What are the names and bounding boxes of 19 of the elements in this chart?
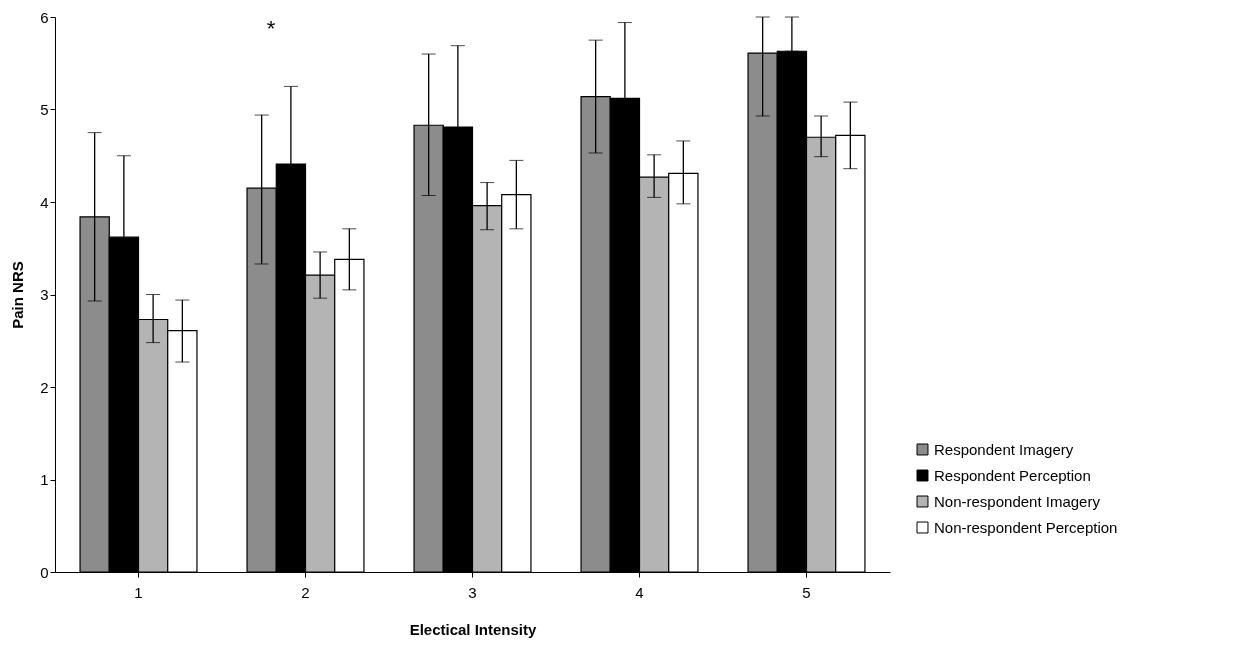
x-tick-label: 2 — [301, 583, 310, 601]
y-tick-label: 0 — [40, 563, 49, 581]
legend-label: Non-respondent Imagery — [934, 492, 1101, 510]
x-axis-title: Electical Intensity — [409, 620, 538, 638]
y-tick-label: 4 — [40, 193, 49, 211]
legend-label: Respondent Perception — [934, 466, 1091, 484]
y-tick-label: 1 — [40, 471, 49, 488]
y-tick-label: 5 — [40, 101, 49, 118]
annotation: * — [266, 16, 276, 41]
legend-label: Respondent Imagery — [934, 440, 1074, 458]
x-tick-label: 3 — [468, 583, 477, 601]
y-tick-label: 3 — [40, 286, 49, 303]
legend-label: Non-respondent Perception — [934, 518, 1118, 536]
x-tick-label: 1 — [134, 583, 143, 601]
y-axis-title: Pain NRS — [9, 261, 27, 329]
y-tick-label: 2 — [40, 378, 49, 396]
x-tick-label: 5 — [802, 583, 811, 601]
x-tick-label: 4 — [635, 583, 644, 601]
y-tick-label: 6 — [40, 8, 49, 26]
